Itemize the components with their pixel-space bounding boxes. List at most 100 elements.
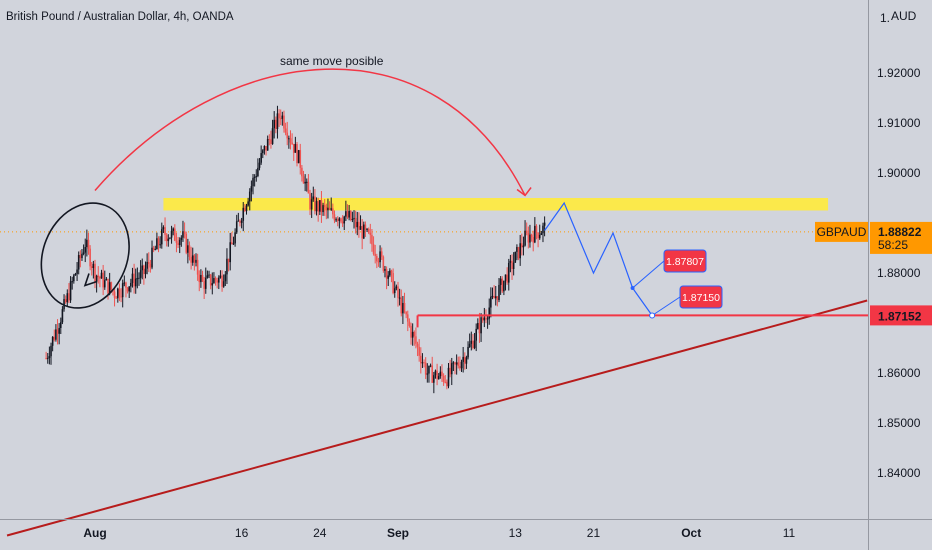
price-axis[interactable]: 1.92000 1.91000 1.90000 1.88000 1.86000 1.850… [815, 66, 932, 480]
candle [284, 122, 287, 136]
candle [266, 135, 269, 151]
candle [87, 232, 90, 255]
candle-body [385, 268, 388, 279]
candle-body [299, 150, 302, 168]
candle [307, 174, 310, 194]
candle-body [423, 362, 425, 364]
candle-body [271, 128, 274, 144]
candle [517, 246, 520, 261]
candle-body [76, 269, 78, 274]
candle [162, 225, 165, 233]
candle [244, 203, 246, 212]
candle-body [117, 288, 119, 299]
candle-body [450, 363, 453, 375]
candle [516, 244, 518, 261]
resistance-zone[interactable] [163, 198, 829, 211]
candle [252, 173, 254, 195]
candle-body [90, 266, 93, 268]
candle [379, 245, 381, 268]
time-axis[interactable]: Aug 16 24 Sep 13 21 Oct 11 [83, 526, 795, 540]
candle-body [400, 297, 403, 314]
candle-body [147, 261, 150, 264]
candle-body [201, 274, 204, 282]
candle-body [55, 329, 57, 340]
candle [358, 212, 360, 238]
candle-body [465, 357, 468, 364]
candle [336, 216, 339, 227]
candle [301, 164, 303, 182]
candle [133, 263, 135, 294]
candle [450, 357, 453, 386]
candle-body [50, 345, 52, 357]
candle-body [232, 243, 235, 245]
candle-body [349, 210, 352, 220]
countdown-label: 58:25 [878, 238, 908, 252]
candle-body [415, 336, 417, 344]
candle-body [250, 186, 253, 192]
candle-body [59, 322, 62, 328]
candle [390, 269, 393, 283]
candle-body [257, 167, 259, 177]
candle-body [439, 371, 442, 377]
candle-body [297, 150, 300, 164]
candle [178, 237, 181, 254]
candle [436, 363, 438, 386]
candle-body [242, 207, 245, 221]
candle-body [534, 225, 536, 243]
candle [218, 275, 220, 290]
candle [356, 211, 359, 236]
candle [242, 202, 245, 232]
candle [240, 217, 243, 229]
candle-body [234, 232, 236, 244]
candle-body [77, 255, 80, 270]
candle [522, 236, 525, 256]
candle-body [446, 381, 448, 387]
candle [413, 330, 416, 346]
candle-body [180, 237, 183, 240]
candle [113, 288, 116, 307]
candle-body [319, 200, 321, 212]
candle-body [237, 220, 240, 222]
candle-body [198, 274, 201, 283]
candle [146, 253, 148, 275]
candle-body [359, 226, 362, 230]
candle [159, 236, 161, 249]
callout-line [632, 260, 665, 289]
candle [105, 277, 108, 281]
candle-body [433, 375, 435, 383]
candle [503, 280, 505, 296]
candle-body [345, 211, 347, 217]
candle-body [418, 346, 420, 356]
candle [182, 220, 184, 242]
projection-path[interactable] [544, 201, 653, 316]
candle-body [89, 248, 91, 267]
candle [532, 230, 535, 252]
candle [377, 257, 380, 267]
candle-body [182, 231, 184, 238]
price-tick-label: 1.92000 [877, 66, 921, 80]
candle [402, 295, 404, 325]
candle-body [45, 358, 47, 359]
candle [164, 217, 166, 242]
candle [527, 226, 530, 249]
candle [144, 261, 147, 279]
candle [452, 361, 455, 372]
candle-body [462, 356, 464, 362]
candle [454, 361, 456, 375]
candle [340, 217, 342, 224]
candle [343, 215, 346, 231]
trendline[interactable] [6, 299, 868, 537]
plot-area[interactable] [0, 0, 868, 519]
candle [428, 365, 430, 383]
candle-body [121, 283, 124, 298]
candle-body [146, 261, 148, 269]
price-tick-label: 1.91000 [877, 116, 921, 130]
candle-body [191, 255, 194, 263]
candle [118, 283, 121, 302]
candle-body [384, 268, 386, 271]
candle [333, 210, 336, 224]
candle-body [477, 323, 479, 329]
candle-body [408, 321, 411, 326]
candle-body [486, 318, 489, 320]
